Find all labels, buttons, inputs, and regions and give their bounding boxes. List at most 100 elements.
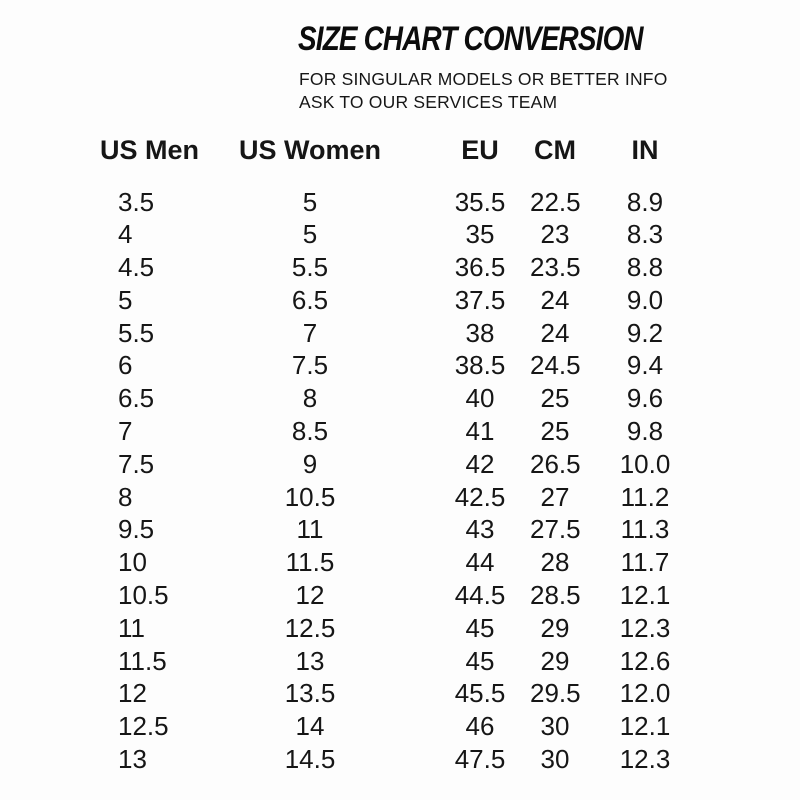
table-header-row: US Men US Women EU CM IN <box>100 133 680 167</box>
column-header-in: IN <box>631 135 659 165</box>
table-cell: 40 <box>465 383 495 414</box>
table-cell: 11.7 <box>620 547 670 578</box>
table-cell: 23.5 <box>530 252 581 283</box>
table-cell: 12.1 <box>619 580 671 611</box>
table-row: 9.5 11 43 27.5 11.3 <box>100 513 680 546</box>
table-cell: 12.6 <box>619 645 671 676</box>
page-subtitle: FOR SINGULAR MODELS OR BETTER INFO ASK T… <box>299 68 718 114</box>
table-row: 11 12.5 45 29 12.3 <box>100 612 680 645</box>
table-cell: 10.0 <box>619 448 671 479</box>
table-cell: 37.5 <box>454 284 506 315</box>
column-header-us-men: US Men <box>100 135 200 165</box>
table-cell: 6 <box>118 350 133 381</box>
table-cell: 11.5 <box>118 645 167 676</box>
table-cell: 4 <box>118 219 133 250</box>
table-cell: 11 <box>118 612 145 643</box>
table-cell: 8.8 <box>626 252 664 283</box>
table-cell: 8.9 <box>626 186 664 217</box>
column-header-cm: CM <box>534 135 576 165</box>
table-cell: 44 <box>465 547 495 578</box>
table-cell: 38 <box>465 317 495 348</box>
table-cell: 13 <box>295 645 325 676</box>
table-cell: 9.6 <box>626 383 664 414</box>
table-cell: 9.5 <box>118 514 155 545</box>
table-cell: 7.5 <box>291 350 329 381</box>
table-row: 6 7.5 38.5 24.5 9.4 <box>100 349 680 382</box>
table-cell: 10.5 <box>284 481 336 512</box>
table-cell: 5 <box>118 284 133 315</box>
table-row: 8 10.5 42.5 27 11.2 <box>100 481 680 514</box>
table-row: 4 5 35 23 8.3 <box>100 218 680 251</box>
table-cell: 12.3 <box>619 744 671 775</box>
table-cell: 22.5 <box>530 186 581 217</box>
table-cell: 11.2 <box>620 481 670 512</box>
table-cell: 30 <box>540 744 570 775</box>
table-cell: 7 <box>118 416 133 447</box>
table-cell: 24 <box>540 284 570 315</box>
subtitle-line-1: FOR SINGULAR MODELS OR BETTER INFO <box>299 69 668 89</box>
table-row: 10 11.5 44 28 11.7 <box>100 546 680 579</box>
table-row: 13 14.5 47.5 30 12.3 <box>100 743 680 776</box>
table-row: 5 6.5 37.5 24 9.0 <box>100 284 680 317</box>
table-cell: 8 <box>118 481 133 512</box>
table-row: 5.5 7 38 24 9.2 <box>100 317 680 350</box>
table-cell: 5.5 <box>118 317 155 348</box>
table-cell: 27 <box>540 481 570 512</box>
column-header-eu: EU <box>461 135 499 165</box>
table-cell: 9.4 <box>626 350 664 381</box>
table-row: 4.5 5.5 36.5 23.5 8.8 <box>100 251 680 284</box>
table-cell: 29 <box>540 645 570 676</box>
table-cell: 42.5 <box>454 481 506 512</box>
page-title: SIZE CHART CONVERSION <box>298 20 644 58</box>
table-cell: 6.5 <box>118 383 155 414</box>
table-cell: 24.5 <box>530 350 581 381</box>
table-cell: 12 <box>295 580 325 611</box>
table-cell: 23 <box>540 219 570 250</box>
table-cell: 28 <box>540 547 570 578</box>
table-cell: 47.5 <box>454 744 506 775</box>
table-cell: 7.5 <box>118 448 155 479</box>
table-row: 6.5 8 40 25 9.6 <box>100 382 680 415</box>
table-cell: 12.5 <box>118 711 169 742</box>
table-row: 10.5 12 44.5 28.5 12.1 <box>100 579 680 612</box>
table-cell: 6.5 <box>291 284 329 315</box>
table-row: 11.5 13 45 29 12.6 <box>100 645 680 678</box>
table-cell: 42 <box>465 448 495 479</box>
table-cell: 29 <box>540 612 570 643</box>
column-header-us-women: US Women <box>238 135 381 165</box>
table-cell: 12.5 <box>284 612 336 643</box>
table-cell: 28.5 <box>530 580 581 611</box>
table-cell: 27.5 <box>530 514 581 545</box>
table-cell: 12.3 <box>619 612 671 643</box>
table-cell: 29.5 <box>530 678 581 709</box>
table-cell: 26.5 <box>530 448 581 479</box>
table-cell: 24 <box>540 317 570 348</box>
table-cell: 12.0 <box>619 678 671 709</box>
table-cell: 14.5 <box>284 744 336 775</box>
table-cell: 8 <box>302 383 318 414</box>
table-cell: 5 <box>302 219 318 250</box>
table-cell: 13 <box>118 744 147 775</box>
table-row: 7.5 9 42 26.5 10.0 <box>100 448 680 481</box>
table-cell: 12.1 <box>619 711 671 742</box>
table-cell: 8.3 <box>626 219 664 250</box>
title-block: SIZE CHART CONVERSION FOR SINGULAR MODEL… <box>298 20 718 114</box>
table-row: 12.5 14 46 30 12.1 <box>100 710 680 743</box>
table-cell: 9.0 <box>626 284 664 315</box>
table-cell: 45 <box>465 612 495 643</box>
table-cell: 10.5 <box>118 580 169 611</box>
table-cell: 45.5 <box>454 678 506 709</box>
table-cell: 5 <box>302 186 318 217</box>
table-cell: 25 <box>540 383 570 414</box>
table-cell: 12 <box>118 678 147 709</box>
subtitle-line-2: ASK TO OUR SERVICES TEAM <box>299 92 558 112</box>
table-cell: 44.5 <box>454 580 506 611</box>
table-cell: 9 <box>302 448 318 479</box>
table-cell: 38.5 <box>454 350 506 381</box>
table-cell: 7 <box>302 317 318 348</box>
table-cell: 35.5 <box>454 186 506 217</box>
table-cell: 9.8 <box>626 416 664 447</box>
table-cell: 5.5 <box>291 252 329 283</box>
table-cell: 8.5 <box>291 416 329 447</box>
